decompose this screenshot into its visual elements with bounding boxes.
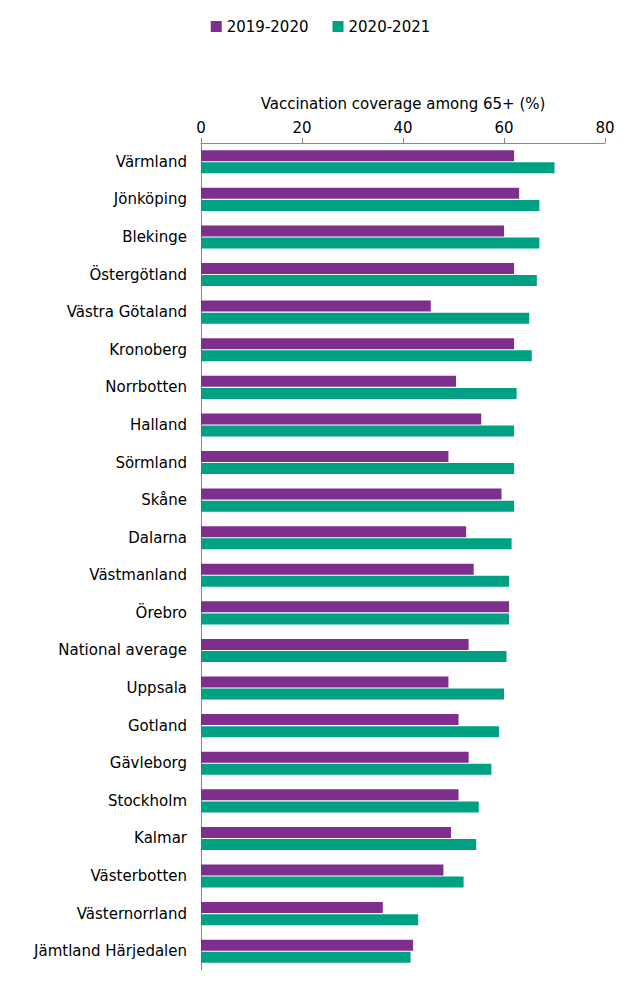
svg-text:2020-2021: 2020-2021 bbox=[349, 18, 431, 36]
svg-text:Västerbotten: Västerbotten bbox=[90, 867, 187, 885]
svg-text:Jämtland Härjedalen: Jämtland Härjedalen bbox=[33, 942, 187, 960]
svg-text:Gävleborg: Gävleborg bbox=[110, 754, 187, 772]
svg-text:Sörmland: Sörmland bbox=[115, 454, 187, 472]
svg-text:Norrbotten: Norrbotten bbox=[105, 378, 187, 396]
svg-text:Blekinge: Blekinge bbox=[122, 228, 187, 246]
svg-text:Stockholm: Stockholm bbox=[108, 792, 187, 810]
svg-text:Skåne: Skåne bbox=[141, 491, 187, 509]
svg-text:National average: National average bbox=[58, 641, 187, 659]
svg-text:2019-2020: 2019-2020 bbox=[227, 18, 309, 36]
svg-text:0: 0 bbox=[196, 119, 206, 137]
svg-text:Gotland: Gotland bbox=[128, 717, 187, 735]
svg-text:Västernorrland: Västernorrland bbox=[77, 905, 187, 923]
svg-text:Östergötland: Östergötland bbox=[89, 265, 187, 284]
svg-text:Uppsala: Uppsala bbox=[127, 679, 187, 697]
svg-text:Jönköping: Jönköping bbox=[113, 190, 187, 208]
svg-text:Dalarna: Dalarna bbox=[128, 529, 187, 547]
svg-text:Västra Götaland: Västra Götaland bbox=[67, 303, 187, 321]
svg-text:Vaccination coverage among 65+: Vaccination coverage among 65+ (%) bbox=[261, 95, 546, 113]
svg-text:Halland: Halland bbox=[130, 416, 187, 434]
svg-text:Örebro: Örebro bbox=[136, 603, 187, 622]
svg-text:20: 20 bbox=[292, 119, 311, 137]
svg-text:40: 40 bbox=[393, 119, 412, 137]
svg-text:Västmanland: Västmanland bbox=[89, 566, 187, 584]
svg-text:Kalmar: Kalmar bbox=[134, 829, 188, 847]
svg-text:60: 60 bbox=[494, 119, 513, 137]
svg-text:Kronoberg: Kronoberg bbox=[109, 341, 187, 359]
svg-text:Värmland: Värmland bbox=[116, 153, 187, 171]
svg-text:80: 80 bbox=[595, 119, 614, 137]
